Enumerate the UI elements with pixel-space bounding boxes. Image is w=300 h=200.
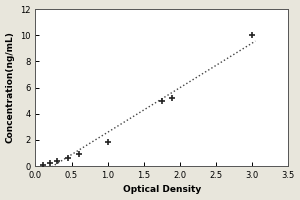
X-axis label: Optical Density: Optical Density	[122, 185, 201, 194]
Y-axis label: Concentration(ng/mL): Concentration(ng/mL)	[6, 32, 15, 143]
